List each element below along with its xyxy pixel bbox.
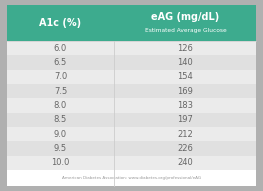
Text: 212: 212 [178, 130, 193, 139]
Text: 10.0: 10.0 [51, 158, 70, 167]
FancyBboxPatch shape [7, 84, 114, 98]
FancyBboxPatch shape [114, 156, 256, 170]
FancyBboxPatch shape [114, 127, 256, 141]
FancyBboxPatch shape [114, 141, 256, 156]
FancyBboxPatch shape [7, 127, 114, 141]
Text: 6.5: 6.5 [54, 58, 67, 67]
Text: 226: 226 [178, 144, 193, 153]
Text: 8.5: 8.5 [54, 115, 67, 124]
FancyBboxPatch shape [7, 55, 114, 70]
Text: 7.0: 7.0 [54, 72, 67, 81]
FancyBboxPatch shape [114, 41, 256, 55]
FancyBboxPatch shape [114, 98, 256, 113]
FancyBboxPatch shape [114, 113, 256, 127]
Text: 169: 169 [178, 87, 193, 96]
FancyBboxPatch shape [7, 113, 114, 127]
FancyBboxPatch shape [114, 55, 256, 70]
Text: 126: 126 [178, 44, 193, 53]
Text: Estimated Average Glucose: Estimated Average Glucose [145, 28, 226, 33]
FancyBboxPatch shape [7, 5, 256, 41]
Text: 154: 154 [178, 72, 193, 81]
Text: A1c (%): A1c (%) [39, 18, 82, 28]
FancyBboxPatch shape [114, 84, 256, 98]
Text: 140: 140 [178, 58, 193, 67]
Text: eAG (mg/dL): eAG (mg/dL) [151, 12, 220, 23]
FancyBboxPatch shape [7, 98, 114, 113]
FancyBboxPatch shape [7, 156, 114, 170]
Text: 7.5: 7.5 [54, 87, 67, 96]
Text: 9.0: 9.0 [54, 130, 67, 139]
FancyBboxPatch shape [7, 170, 256, 186]
Text: American Diabetes Association: www.diabetes.org/professional/eAG: American Diabetes Association: www.diabe… [62, 176, 201, 180]
Text: 197: 197 [178, 115, 193, 124]
FancyBboxPatch shape [114, 70, 256, 84]
FancyBboxPatch shape [7, 70, 114, 84]
Text: 6.0: 6.0 [54, 44, 67, 53]
Text: 240: 240 [178, 158, 193, 167]
Text: 8.0: 8.0 [54, 101, 67, 110]
Text: 183: 183 [178, 101, 193, 110]
FancyBboxPatch shape [7, 141, 114, 156]
FancyBboxPatch shape [7, 41, 114, 55]
FancyBboxPatch shape [7, 5, 256, 186]
Text: 9.5: 9.5 [54, 144, 67, 153]
